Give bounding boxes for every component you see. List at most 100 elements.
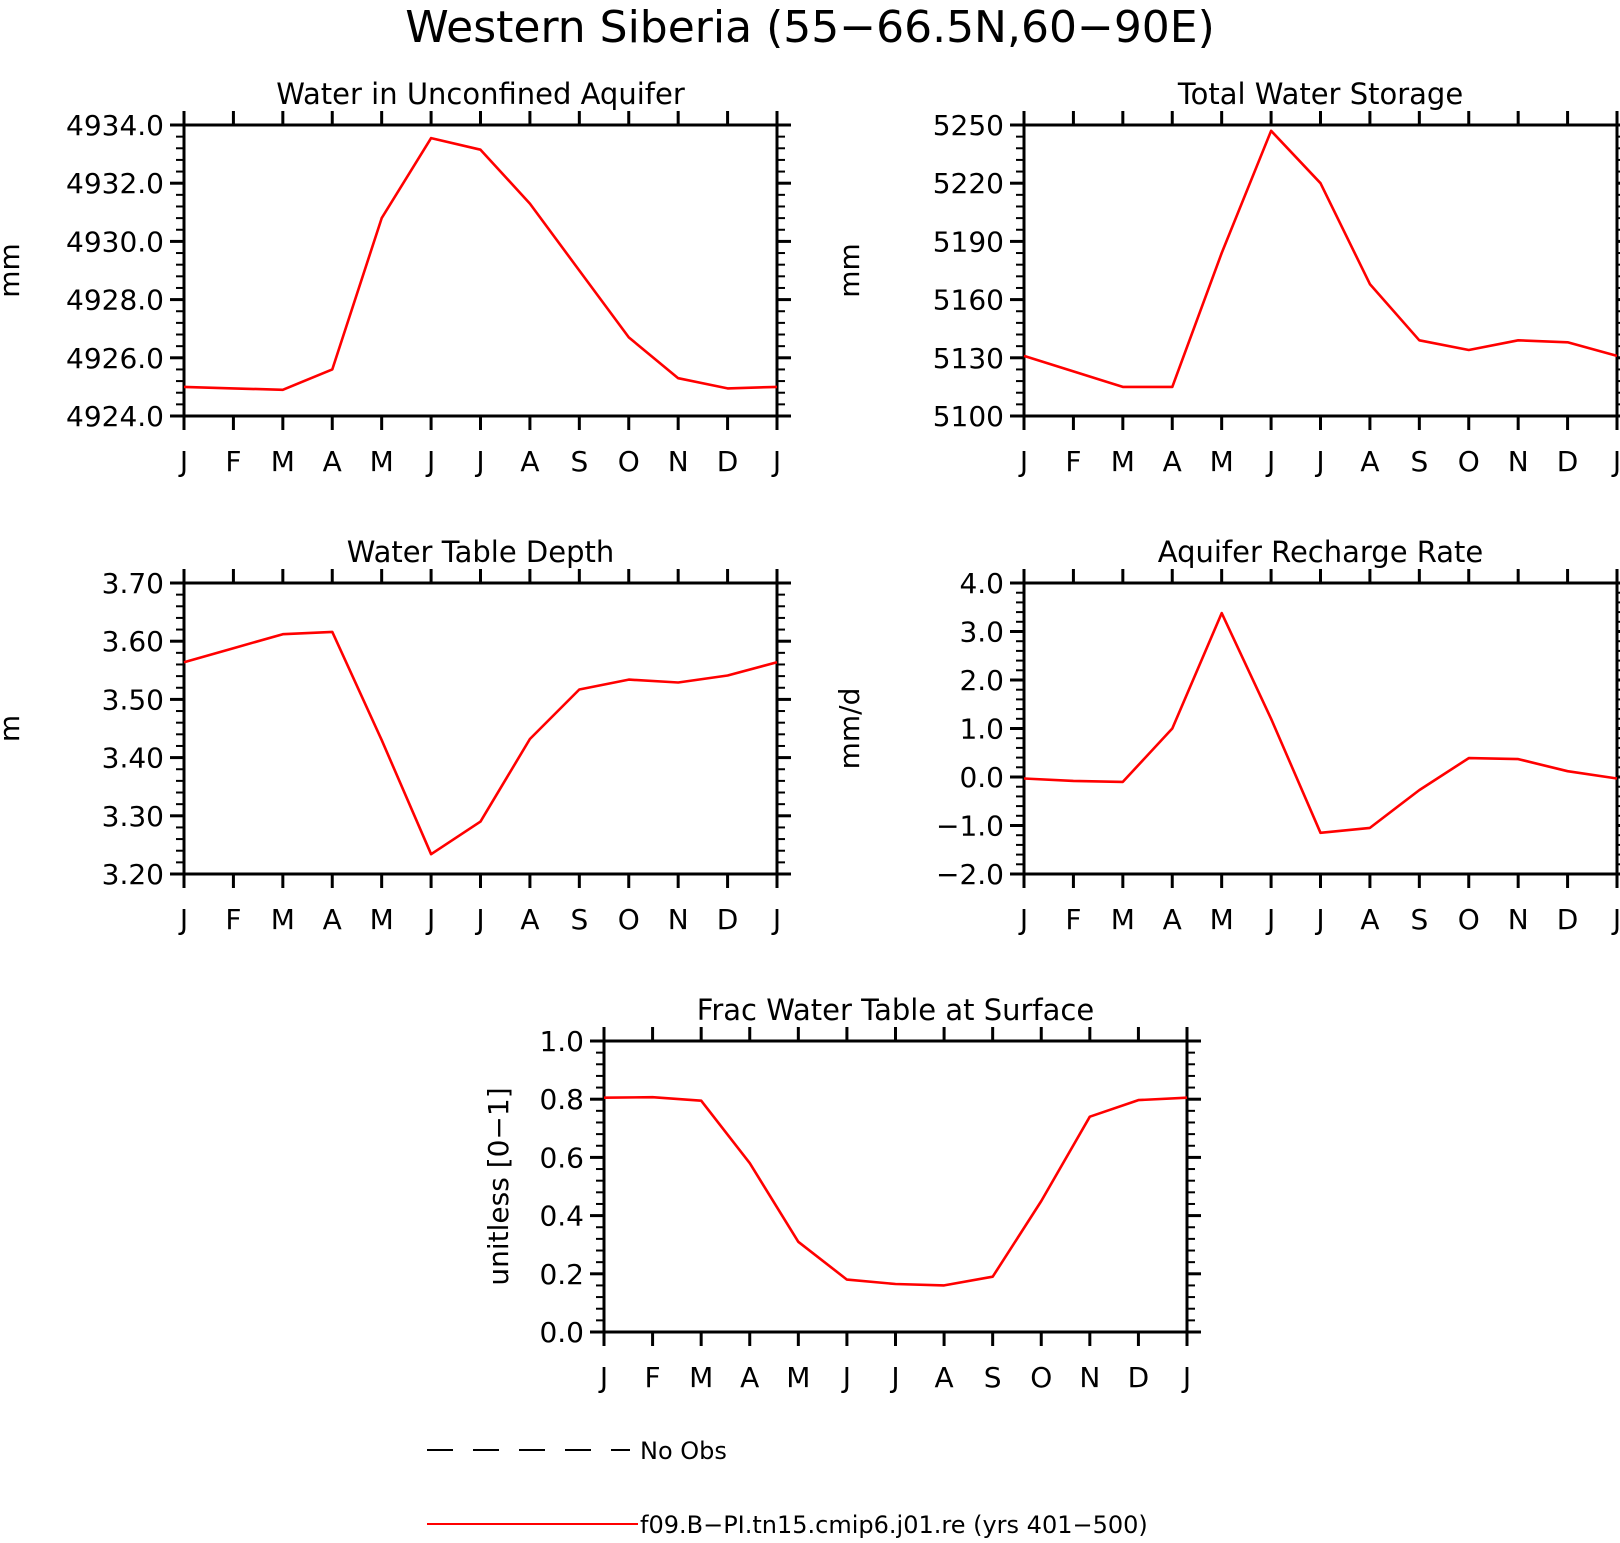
y-tick-label: 4930.0 — [66, 225, 164, 258]
x-tick-label: S — [1410, 445, 1428, 478]
x-tick-label: D — [717, 445, 739, 478]
y-tick-label: 3.30 — [102, 800, 164, 833]
x-tick-label: S — [570, 445, 588, 478]
x-tick-label: F — [645, 1361, 661, 1394]
panel-4: J F M A M J J A S O N D J−2.0−1.00.01.02.03.04.0Aqui… — [833, 535, 1620, 936]
y-tick-label: 0.2 — [539, 1258, 584, 1291]
y-tick-label: −2.0 — [936, 858, 1004, 891]
x-tick-label: J — [1018, 445, 1028, 478]
x-tick-label: J — [1611, 445, 1620, 478]
y-tick-label: 0.6 — [539, 1141, 584, 1174]
series-line — [1023, 129, 1618, 389]
panel-3: J F M A M J J A S O N D J3.203.303.403.503.603.70Wat… — [0, 535, 791, 936]
x-tick-label: M — [271, 445, 295, 478]
x-tick-label: J — [1314, 445, 1324, 478]
legend: No Obs f09.B−PI.tn15.cmip6.j01.re (yrs 4… — [427, 1437, 1148, 1539]
x-tick-label: O — [1458, 903, 1480, 936]
y-tick-label: 1.0 — [959, 713, 1004, 746]
x-tick-label: F — [225, 445, 241, 478]
x-tick-label: J — [1018, 903, 1028, 936]
y-tick-label: −1.0 — [936, 810, 1004, 843]
y-tick-label: 4928.0 — [66, 284, 164, 317]
x-tick-label: J — [889, 1361, 899, 1394]
figure-title: Western Siberia (55−66.5N,60−90E) — [405, 2, 1215, 53]
x-tick-label: O — [618, 903, 640, 936]
x-tick-label: A — [520, 445, 539, 478]
y-tick-label: 4924.0 — [66, 400, 164, 433]
x-tick-label: M — [1111, 445, 1135, 478]
y-tick-label: 3.70 — [102, 567, 164, 600]
x-tick-label: O — [1030, 1361, 1052, 1394]
x-tick-label: M — [1210, 903, 1234, 936]
y-tick-label: 3.40 — [102, 742, 164, 775]
x-tick-label: J — [425, 903, 435, 936]
y-tick-label: 5190 — [933, 225, 1004, 258]
x-tick-label: M — [1210, 445, 1234, 478]
x-tick-label: A — [740, 1361, 759, 1394]
x-tick-label: M — [370, 445, 394, 478]
y-tick-label: 4926.0 — [66, 342, 164, 375]
legend-label-model: f09.B−PI.tn15.cmip6.j01.re (yrs 401−500) — [640, 1511, 1148, 1539]
x-tick-label: J — [178, 903, 188, 936]
x-tick-label: J — [598, 1361, 608, 1394]
panel-title: Water Table Depth — [347, 535, 615, 569]
x-tick-label: J — [178, 445, 188, 478]
y-tick-label: 5220 — [933, 167, 1004, 200]
series-line — [183, 136, 778, 392]
y-axis-label: mm — [0, 243, 26, 298]
x-tick-label: J — [1181, 1361, 1191, 1394]
x-tick-label: N — [668, 445, 689, 478]
x-tick-label: J — [1611, 903, 1620, 936]
y-tick-label: 0.4 — [539, 1200, 584, 1233]
x-tick-label: A — [1360, 445, 1379, 478]
x-tick-label: F — [1065, 903, 1081, 936]
x-tick-label: D — [1128, 1361, 1150, 1394]
x-tick-label: A — [935, 1361, 954, 1394]
y-tick-label: 0.0 — [959, 761, 1004, 794]
x-tick-label: S — [570, 903, 588, 936]
y-tick-label: 2.0 — [959, 664, 1004, 697]
panel-1: J F M A M J J A S O N D J4924.04926.04928.04930.0493… — [0, 77, 791, 478]
series-line — [603, 1095, 1188, 1287]
x-tick-label: N — [1508, 903, 1529, 936]
y-tick-label: 1.0 — [539, 1025, 584, 1058]
x-tick-label: A — [1163, 903, 1182, 936]
panel-title: Water in Unconfined Aquifer — [276, 77, 685, 111]
x-tick-label: O — [618, 445, 640, 478]
x-tick-label: A — [323, 445, 342, 478]
panel-title: Aquifer Recharge Rate — [1158, 535, 1484, 569]
panel-title: Total Water Storage — [1177, 77, 1463, 111]
y-axis-label: mm/d — [833, 688, 866, 770]
x-tick-label: D — [1557, 445, 1579, 478]
y-axis-label: mm — [833, 243, 866, 298]
y-axis-label: m — [0, 715, 26, 742]
x-tick-label: J — [1265, 445, 1275, 478]
y-tick-label: 4932.0 — [66, 167, 164, 200]
y-tick-label: 4934.0 — [66, 109, 164, 142]
x-tick-label: J — [1314, 903, 1324, 936]
x-tick-label: F — [225, 903, 241, 936]
legend-label-no-obs: No Obs — [640, 1437, 727, 1465]
x-tick-label: A — [1360, 903, 1379, 936]
series-line — [183, 630, 778, 856]
y-tick-label: 0.0 — [539, 1316, 584, 1349]
y-tick-label: 3.20 — [102, 858, 164, 891]
y-tick-label: 0.8 — [539, 1083, 584, 1116]
panel-2: J F M A M J J A S O N D J510051305160519052205250Tot… — [833, 77, 1620, 478]
x-tick-label: A — [1163, 445, 1182, 478]
y-tick-label: 4.0 — [959, 567, 1004, 600]
y-tick-label: 5160 — [933, 284, 1004, 317]
y-axis-label: unitless [0−1] — [482, 1087, 515, 1285]
x-tick-label: A — [520, 903, 539, 936]
x-tick-label: J — [1265, 903, 1275, 936]
x-tick-label: N — [1508, 445, 1529, 478]
x-tick-label: J — [841, 1361, 851, 1394]
y-tick-label: 5130 — [933, 342, 1004, 375]
x-tick-label: N — [1079, 1361, 1100, 1394]
x-tick-label: D — [1557, 903, 1579, 936]
series-line — [1023, 611, 1618, 835]
y-tick-label: 3.50 — [102, 683, 164, 716]
y-tick-label: 5250 — [933, 109, 1004, 142]
